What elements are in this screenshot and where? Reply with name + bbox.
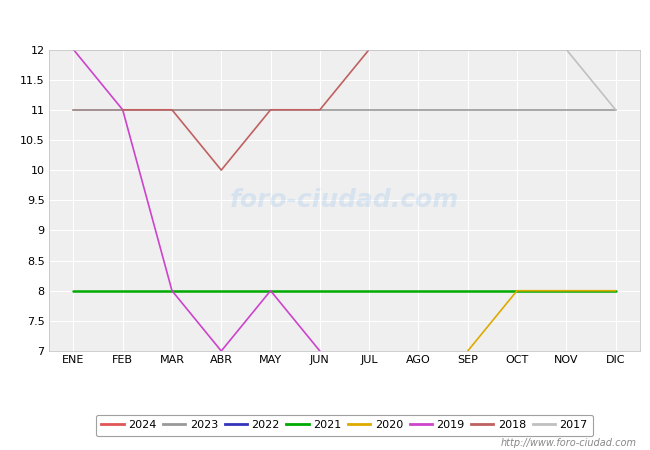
Text: Afiliados en Huélamo a 31/5/2024: Afiliados en Huélamo a 31/5/2024 — [184, 11, 466, 29]
2024 — [217, 107, 225, 112]
2021 — [464, 288, 472, 293]
2024 — [70, 107, 77, 112]
2021 — [513, 288, 521, 293]
2020 — [612, 288, 619, 293]
2021 — [168, 288, 176, 293]
2019 — [217, 348, 225, 354]
2019 — [70, 47, 77, 52]
2018 — [266, 107, 274, 112]
2018 — [365, 47, 373, 52]
2021 — [217, 288, 225, 293]
2021 — [415, 288, 422, 293]
2018 — [316, 107, 324, 112]
Text: foro-ciudad.com: foro-ciudad.com — [230, 188, 459, 212]
2017 — [70, 47, 77, 52]
2019 — [316, 348, 324, 354]
2019 — [119, 107, 127, 112]
2021 — [70, 288, 77, 293]
2021 — [266, 288, 274, 293]
Text: http://www.foro-ciudad.com: http://www.foro-ciudad.com — [501, 438, 637, 448]
2024 — [266, 107, 274, 112]
2018 — [119, 107, 127, 112]
2024 — [119, 107, 127, 112]
2021 — [119, 288, 127, 293]
2019 — [266, 288, 274, 293]
Line: 2017: 2017 — [73, 50, 616, 110]
2018 — [168, 107, 176, 112]
2021 — [365, 288, 373, 293]
Line: 2020: 2020 — [468, 291, 616, 351]
Legend: 2024, 2023, 2022, 2021, 2020, 2019, 2018, 2017: 2024, 2023, 2022, 2021, 2020, 2019, 2018… — [96, 415, 593, 436]
2019 — [168, 288, 176, 293]
2021 — [612, 288, 619, 293]
2020 — [562, 288, 570, 293]
2017 — [612, 107, 619, 112]
2017 — [266, 47, 274, 52]
2021 — [316, 288, 324, 293]
2020 — [464, 348, 472, 354]
2024 — [168, 107, 176, 112]
2021 — [562, 288, 570, 293]
2017 — [562, 47, 570, 52]
2020 — [513, 288, 521, 293]
Line: 2019: 2019 — [73, 50, 320, 351]
Line: 2018: 2018 — [123, 50, 369, 170]
2018 — [217, 167, 225, 173]
